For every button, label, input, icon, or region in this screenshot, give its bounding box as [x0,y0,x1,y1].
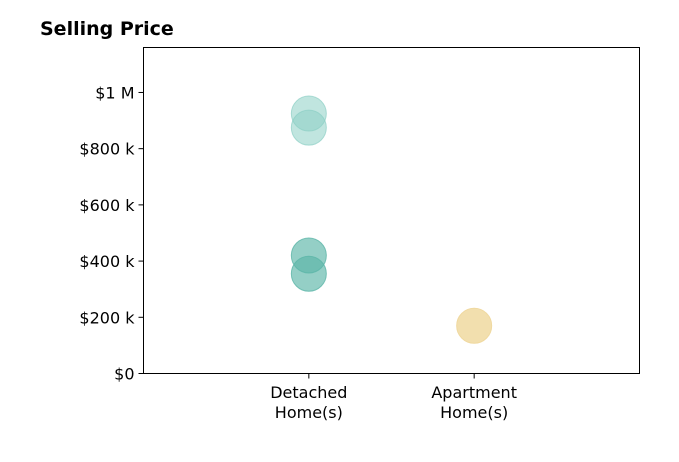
scatter-point [456,307,493,344]
y-tick-label: $400 k [79,252,135,271]
scatter-point [290,109,327,146]
y-tick-label: $200 k [79,308,135,327]
y-tick-label: $0 [114,365,134,384]
chart-title: Selling Price [40,18,174,40]
x-tick-label: Home(s) [440,403,508,422]
y-tick-label: $800 k [79,140,135,159]
x-tick-label: Detached [270,383,347,402]
scatter-point [290,255,327,292]
y-tick-label: $1 M [95,83,134,102]
x-tick-label: Apartment [431,383,517,402]
y-axis: $0 $200 k $400 k $600 k $800 k $1 M [79,83,144,384]
scatter-points [290,95,493,344]
y-tick-label: $600 k [79,196,135,215]
plot-frame [143,47,640,374]
x-tick-label: Home(s) [275,403,343,422]
